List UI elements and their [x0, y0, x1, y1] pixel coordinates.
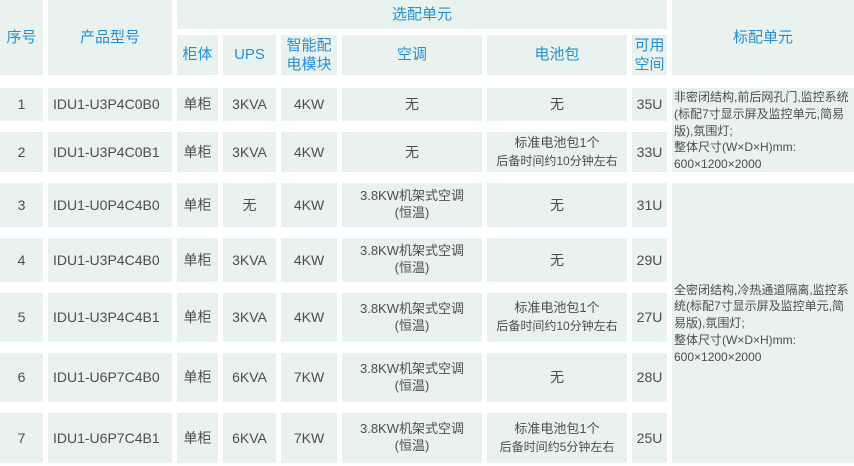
cell-ac: 3.8KW机架式空调 (恒温) [342, 413, 482, 463]
cell-ups: 3KVA [223, 293, 276, 342]
cell-space: 28U [632, 353, 667, 402]
cell-serial: 1 [0, 88, 43, 121]
cell-model: IDU1-U3P4C0B0 [48, 88, 172, 121]
cell-cabinet: 单柜 [177, 183, 218, 227]
cell-serial: 3 [0, 183, 43, 227]
cell-ups: 3KVA [223, 88, 276, 121]
cell-battery: 标准电池包1个 后备时间约10分钟左右 [487, 293, 627, 342]
cell-cabinet: 单柜 [177, 132, 218, 172]
cell-ac: 无 [342, 88, 482, 121]
cell-model: IDU1-U3P4C4B0 [48, 238, 172, 282]
cell-model: IDU1-U6P7C4B1 [48, 413, 172, 463]
ac-line2: (恒温) [394, 260, 430, 275]
cell-battery: 标准电池包1个 后备时间约10分钟左右 [487, 132, 627, 172]
cell-ups: 无 [223, 183, 276, 227]
header-model: 产品型号 [48, 0, 172, 75]
battery-text: 无 [550, 196, 564, 213]
ac-line2: (恒温) [394, 438, 430, 453]
cell-space: 25U [632, 413, 667, 463]
ac-line2: (恒温) [394, 205, 430, 220]
cell-pdu: 4KW [281, 88, 337, 121]
header-cabinet: 柜体 [177, 35, 218, 75]
battery-line2: 后备时间约10分钟左右 [496, 319, 618, 334]
cell-model: IDU1-U3P4C4B1 [48, 293, 172, 342]
header-battery: 电池包 [487, 35, 627, 75]
cell-space: 31U [632, 183, 667, 227]
battery-text: 无 [550, 369, 564, 386]
battery-line1: 标准电池包1个 [514, 420, 600, 436]
cell-model: IDU1-U6P7C4B0 [48, 353, 172, 402]
cell-battery: 无 [487, 238, 627, 282]
ac-line1: 3.8KW机架式空调 [359, 360, 464, 376]
cell-pdu: 4KW [281, 238, 337, 282]
cell-cabinet: 单柜 [177, 88, 218, 121]
cell-ac: 3.8KW机架式空调 (恒温) [342, 183, 482, 227]
cell-ac: 3.8KW机架式空调 (恒温) [342, 293, 482, 342]
ac-line2: (恒温) [394, 377, 430, 393]
cell-cabinet: 单柜 [177, 353, 218, 402]
cell-pdu: 7KW [281, 413, 337, 463]
ac-line1: 3.8KW机架式空调 [359, 243, 464, 259]
ac-text: 无 [405, 96, 419, 113]
cell-battery: 无 [487, 353, 627, 402]
header-space: 可用空间 [632, 35, 667, 75]
ac-line1: 3.8KW机架式空调 [359, 188, 464, 204]
cell-space: 27U [632, 293, 667, 342]
header-ups: UPS [223, 35, 276, 75]
cell-serial: 4 [0, 238, 43, 282]
header-pdu: 智能配电模块 [281, 35, 337, 75]
cell-model: IDU1-U3P4C0B1 [48, 132, 172, 172]
cell-serial: 2 [0, 132, 43, 172]
ac-line1: 3.8KW机架式空调 [359, 300, 464, 316]
cell-cabinet: 单柜 [177, 293, 218, 342]
cell-standard-unit-open-frame: 非密闭结构,前后网孔门,监控系统(标配7寸显示屏及监控单元,简易版),氛围灯; … [672, 88, 854, 172]
battery-line2: 后备时间约10分钟左右 [496, 153, 618, 168]
cell-ups: 3KVA [223, 132, 276, 172]
ac-line2: (恒温) [394, 317, 430, 333]
cell-serial: 5 [0, 293, 43, 342]
cell-pdu: 4KW [281, 293, 337, 342]
cell-ac: 无 [342, 132, 482, 172]
cell-serial: 6 [0, 353, 43, 402]
cell-serial: 7 [0, 413, 43, 463]
cell-cabinet: 单柜 [177, 413, 218, 463]
header-ac: 空调 [342, 35, 482, 75]
cell-battery: 无 [487, 183, 627, 227]
cell-cabinet: 单柜 [177, 238, 218, 282]
header-serial: 序号 [0, 0, 43, 75]
cell-pdu: 4KW [281, 183, 337, 227]
battery-line1: 标准电池包1个 [514, 134, 600, 150]
cell-ac: 3.8KW机架式空调 (恒温) [342, 238, 482, 282]
cell-ac: 3.8KW机架式空调 (恒温) [342, 353, 482, 402]
cell-ups: 6KVA [223, 353, 276, 402]
cell-space: 33U [632, 132, 667, 172]
cell-ups: 6KVA [223, 413, 276, 463]
cell-standard-unit-sealed: 全密闭结构,冷热通道隔离,监控系统(标配7寸显示屏及监控单元,简易版),氛围灯;… [672, 183, 854, 463]
cell-pdu: 7KW [281, 353, 337, 402]
battery-line1: 标准电池包1个 [514, 300, 600, 316]
battery-text: 无 [550, 96, 564, 113]
battery-text: 无 [550, 251, 564, 268]
header-standard: 标配单元 [672, 0, 854, 75]
cell-model: IDU1-U0P4C4B0 [48, 183, 172, 227]
header-optional-group: 选配单元 [177, 0, 667, 29]
ac-text: 无 [405, 143, 419, 160]
cell-battery: 无 [487, 88, 627, 121]
cell-pdu: 4KW [281, 132, 337, 172]
cell-ups: 3KVA [223, 238, 276, 282]
battery-line2: 后备时间约5分钟左右 [499, 439, 615, 454]
cell-space: 35U [632, 88, 667, 121]
cell-battery: 标准电池包1个 后备时间约5分钟左右 [487, 413, 627, 463]
cell-space: 29U [632, 238, 667, 282]
ac-line1: 3.8KW机架式空调 [359, 421, 464, 437]
